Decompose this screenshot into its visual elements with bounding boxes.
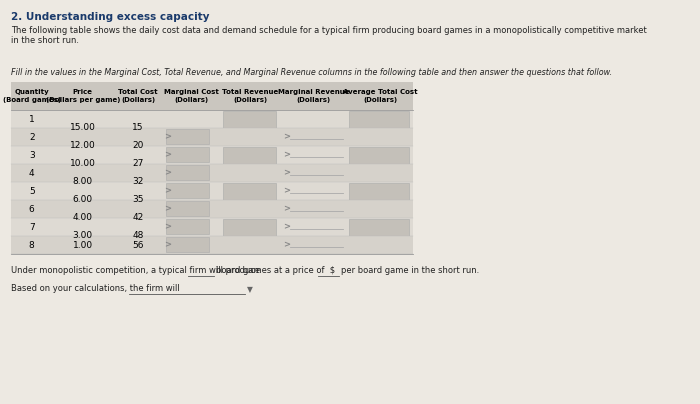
Text: >: > [164,240,172,250]
Text: 3.00: 3.00 [73,231,93,240]
Bar [223,147,276,180]
Text: 15: 15 [132,124,144,133]
Bar [11,164,413,182]
Bar [223,111,276,144]
Text: >: > [164,151,172,160]
Text: 3: 3 [29,151,34,160]
Bar [11,236,413,254]
Bar [223,219,276,252]
Bar [11,182,413,200]
Text: The following table shows the daily cost data and demand schedule for a typical : The following table shows the daily cost… [11,26,647,35]
Text: ▼: ▼ [247,285,253,294]
Bar [349,219,409,252]
Text: >: > [283,240,290,250]
Bar [11,218,413,236]
Bar [223,183,276,216]
Text: Total Cost
(Dollars): Total Cost (Dollars) [118,89,158,103]
Text: 5: 5 [29,187,34,196]
Bar [11,128,413,146]
Bar [167,219,209,234]
Text: >: > [164,223,172,231]
Text: 8.00: 8.00 [73,177,93,187]
Bar [167,201,209,216]
Text: >: > [164,168,172,177]
Text: board games at a price of  $: board games at a price of $ [216,266,335,275]
Bar [11,200,413,218]
Text: >: > [164,204,172,213]
Text: 20: 20 [132,141,144,151]
Text: 10.00: 10.00 [70,160,96,168]
Text: 4: 4 [29,168,34,177]
Bar [167,165,209,180]
Bar [167,129,209,144]
Text: 6: 6 [29,204,34,213]
Text: 12.00: 12.00 [70,141,96,151]
Text: Fill in the values in the Marginal Cost, Total Revenue, and Marginal Revenue col: Fill in the values in the Marginal Cost,… [11,68,612,77]
Bar [349,183,409,216]
Text: 6.00: 6.00 [73,196,93,204]
Bar [11,82,413,110]
Text: 35: 35 [132,196,144,204]
Text: >: > [164,133,172,141]
Text: >: > [283,187,290,196]
Text: >: > [283,133,290,141]
Text: Marginal Revenue
(Dollars): Marginal Revenue (Dollars) [278,89,349,103]
Text: Marginal Cost
(Dollars): Marginal Cost (Dollars) [164,89,219,103]
Text: 4.00: 4.00 [73,213,93,223]
Text: per board game in the short run.: per board game in the short run. [341,266,479,275]
Text: 8: 8 [29,240,34,250]
Text: 32: 32 [132,177,144,187]
Bar [349,111,409,144]
Bar [167,183,209,198]
Text: 56: 56 [132,240,144,250]
Text: Under monopolistic competition, a typical firm will produce: Under monopolistic competition, a typica… [11,266,260,275]
Text: Based on your calculations, the firm will: Based on your calculations, the firm wil… [11,284,180,293]
Text: 1: 1 [29,114,34,124]
Text: 27: 27 [132,160,144,168]
Bar [349,147,409,180]
Text: Total Revenue
(Dollars): Total Revenue (Dollars) [223,89,279,103]
Text: Average Total Cost
(Dollars): Average Total Cost (Dollars) [343,89,417,103]
Text: >: > [164,187,172,196]
Text: >: > [283,223,290,231]
Text: 7: 7 [29,223,34,231]
Text: 15.00: 15.00 [70,124,96,133]
Text: 1.00: 1.00 [73,240,93,250]
Text: >: > [283,168,290,177]
Text: in the short run.: in the short run. [11,36,79,45]
Bar [167,147,209,162]
Text: 2. Understanding excess capacity: 2. Understanding excess capacity [11,12,210,22]
Bar [11,110,413,128]
Text: Quantity
(Board games): Quantity (Board games) [3,89,61,103]
Text: 2: 2 [29,133,34,141]
Text: >: > [283,204,290,213]
Text: Price
(Dollars per game): Price (Dollars per game) [46,89,120,103]
Text: >: > [283,151,290,160]
Bar [11,146,413,164]
Text: 48: 48 [132,231,144,240]
Text: 42: 42 [132,213,144,223]
Bar [167,237,209,252]
